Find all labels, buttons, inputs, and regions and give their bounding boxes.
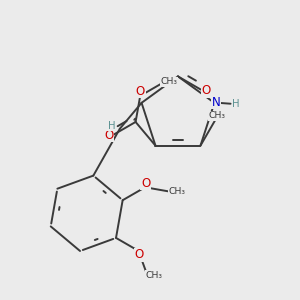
Text: N: N [212,96,220,109]
Text: CH₃: CH₃ [169,187,186,196]
Text: O: O [134,248,143,261]
Text: H: H [108,121,115,131]
Text: O: O [104,129,113,142]
Text: O: O [202,84,211,97]
Text: O: O [141,177,150,190]
Text: H: H [232,99,240,109]
Text: O: O [136,85,145,98]
Text: CH₃: CH₃ [208,111,226,120]
Text: CH₃: CH₃ [146,271,163,280]
Text: CH₃: CH₃ [161,77,178,86]
